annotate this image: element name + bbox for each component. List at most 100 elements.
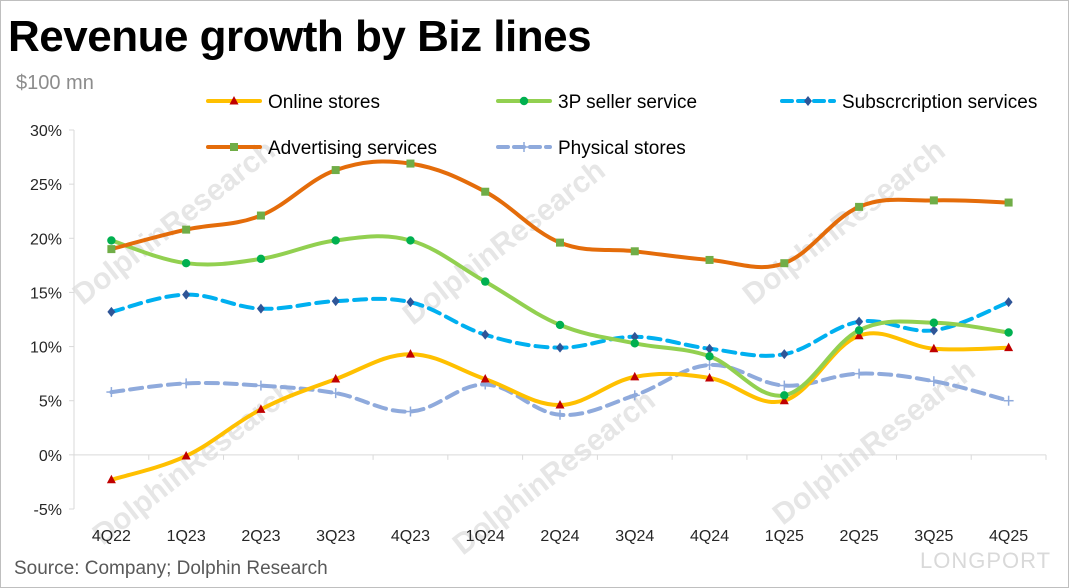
legend-label: Physical stores (558, 138, 686, 159)
data-point-advertising-services (481, 187, 490, 196)
x-tick-label: 3Q25 (914, 528, 953, 545)
data-point-subscrcription-services (705, 343, 714, 354)
data-point-advertising-services (780, 259, 789, 268)
y-tick-label: 5% (39, 394, 62, 411)
y-tick-label: 25% (30, 177, 62, 194)
data-point-subscrcription-services (780, 349, 789, 360)
data-point-subscrcription-services (630, 331, 639, 342)
x-tick-label: 1Q24 (466, 528, 505, 545)
y-tick-label: 20% (30, 231, 62, 248)
data-point-online-stores (405, 349, 415, 358)
x-tick-label: 1Q25 (765, 528, 804, 545)
series-line-3p-seller-service (109, 234, 1011, 398)
legend-marker (229, 96, 239, 105)
watermark-text: DolphinResearch (767, 354, 982, 532)
chart-axes: -5% 0% 5% 10% 15% 20% 25% 30% 4Q22 1Q23 2Q23 3Q23 4Q… (30, 123, 1047, 545)
series-subscrcription-services (107, 289, 1013, 360)
series-3p-seller-service (107, 234, 1013, 400)
x-tick-label: 1Q23 (167, 528, 206, 545)
legend-marker (230, 143, 238, 151)
chart-title: Revenue growth by Biz lines (8, 12, 592, 61)
data-point-subscrcription-services (256, 303, 265, 314)
legend-item-advertising-services: Advertising services (206, 138, 437, 159)
data-point-physical-stores (854, 368, 865, 379)
data-point-online-stores (480, 374, 490, 383)
data-point-physical-stores (330, 388, 341, 399)
data-point-online-stores (256, 404, 266, 413)
data-point-online-stores (555, 400, 565, 409)
data-point-advertising-services (182, 225, 191, 234)
legend-label: 3P seller service (558, 92, 697, 113)
data-point-online-stores (181, 450, 191, 460)
data-point-online-stores (331, 374, 341, 383)
data-point-subscrcription-services (1004, 297, 1013, 308)
chart-lines (106, 159, 1014, 484)
data-point-subscrcription-services (481, 329, 490, 340)
data-point-advertising-services (630, 247, 639, 256)
data-point-physical-stores (255, 380, 266, 391)
data-point-3p-seller-service (555, 320, 565, 330)
x-tick-label: 2Q24 (540, 528, 579, 545)
data-point-subscrcription-services (556, 342, 564, 353)
data-point-physical-stores (106, 387, 117, 398)
legend-label: Advertising services (268, 138, 437, 159)
series-online-stores (106, 330, 1014, 484)
legend-item-subscrcription-services: Subscrcription services (780, 92, 1037, 113)
x-tick-label: 2Q23 (241, 528, 280, 545)
data-point-online-stores (630, 371, 640, 381)
y-tick-label: 10% (30, 340, 62, 357)
data-point-advertising-services (929, 196, 938, 205)
data-point-3p-seller-service (406, 236, 415, 245)
data-point-subscrcription-services (182, 289, 191, 300)
legend-item-physical-stores: Physical stores (496, 138, 686, 159)
watermark-text: DolphinResearch (67, 134, 282, 312)
unit-label: $100 mn (16, 72, 94, 94)
data-point-physical-stores (704, 359, 715, 370)
data-point-3p-seller-service (481, 277, 490, 286)
data-point-physical-stores (555, 409, 565, 420)
data-point-advertising-services (107, 245, 116, 254)
data-point-3p-seller-service (107, 236, 116, 245)
source-note: Source: Company; Dolphin Research (14, 558, 328, 579)
data-point-physical-stores (181, 378, 192, 389)
data-point-3p-seller-service (929, 318, 939, 327)
data-point-3p-seller-service (854, 326, 864, 335)
series-advertising-services (107, 159, 1013, 270)
data-point-3p-seller-service (780, 391, 789, 400)
data-point-online-stores (705, 372, 715, 382)
data-point-advertising-services (855, 202, 864, 211)
watermark-text: DolphinResearch (87, 374, 302, 552)
x-tick-label: 2Q25 (840, 528, 879, 545)
x-tick-label: 4Q24 (690, 528, 729, 545)
watermark-text: DolphinResearch (397, 154, 612, 332)
watermark-brand: LONGPORT (920, 548, 1051, 573)
data-point-physical-stores (1003, 395, 1014, 406)
x-tick-label: 4Q23 (391, 528, 430, 545)
x-tick-label: 3Q24 (615, 528, 654, 545)
data-point-advertising-services (256, 211, 265, 220)
data-point-3p-seller-service (331, 236, 340, 245)
legend-label: Subscrcription services (842, 92, 1037, 113)
data-point-physical-stores (928, 376, 939, 387)
data-point-subscrcription-services (331, 296, 340, 307)
data-point-subscrcription-services (107, 306, 116, 317)
data-point-3p-seller-service (256, 254, 266, 264)
data-point-physical-stores (629, 390, 640, 401)
y-tick-label: 30% (30, 123, 62, 140)
x-tick-label: 3Q23 (316, 528, 355, 545)
data-point-advertising-services (1004, 198, 1013, 207)
data-point-advertising-services (705, 255, 714, 264)
data-point-advertising-services (331, 166, 340, 175)
chart-legend: Online stores 3P seller service Subscrcrip… (206, 92, 1037, 159)
data-point-online-stores (1004, 342, 1014, 352)
watermark-text: DolphinResearch (737, 134, 952, 312)
legend-marker (519, 96, 529, 106)
data-point-subscrcription-services (855, 316, 864, 327)
data-point-physical-stores (779, 380, 790, 391)
legend-item-online-stores: Online stores (206, 92, 380, 113)
legend-item-3p-seller-service: 3P seller service (496, 92, 697, 113)
y-tick-label: 15% (30, 285, 62, 302)
legend-marker (519, 142, 529, 152)
series-physical-stores (106, 359, 1014, 420)
